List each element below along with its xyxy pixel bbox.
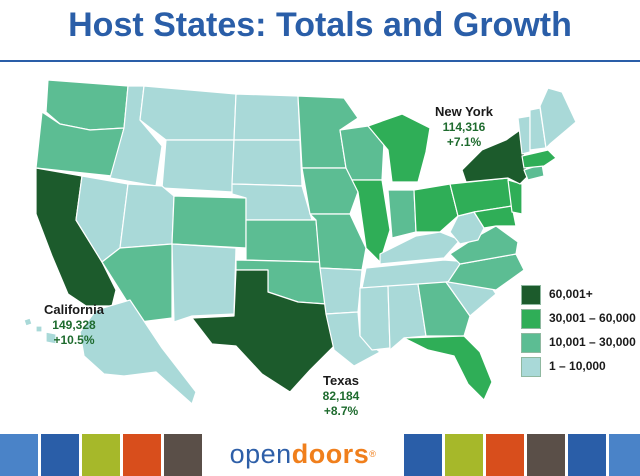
footer-block xyxy=(41,434,79,476)
footer-block xyxy=(486,434,524,476)
callout-total: 149,328 xyxy=(52,318,96,332)
callout-growth: +8.7% xyxy=(323,404,359,418)
state-arkansas[interactable] xyxy=(319,267,363,315)
callout-name: New York xyxy=(434,104,494,119)
legend-label: 60,001+ xyxy=(549,287,593,301)
opendoors-logo: opendoors® xyxy=(205,434,401,476)
state-alabama[interactable] xyxy=(387,283,427,351)
state-mississippi[interactable] xyxy=(359,285,391,351)
state-hawaii[interactable] xyxy=(23,317,57,345)
state-louisiana[interactable] xyxy=(325,311,381,367)
footer-block xyxy=(445,434,483,476)
state-new-mexico[interactable] xyxy=(171,243,237,323)
callout-total: 114,316 xyxy=(442,120,486,134)
callout-growth: +10.5% xyxy=(53,333,95,347)
state-montana[interactable] xyxy=(139,85,237,141)
legend-swatch xyxy=(521,309,541,329)
footer-band: opendoors® xyxy=(0,434,640,476)
logo-text-doors: doors xyxy=(291,439,370,469)
state-massachusetts[interactable] xyxy=(521,149,557,169)
page-title: Host States: Totals and Growth xyxy=(68,6,572,44)
footer-block xyxy=(82,434,120,476)
callout-new-york: New York 114,316 +7.1% xyxy=(414,104,514,150)
legend-swatch xyxy=(521,285,541,305)
state-wyoming[interactable] xyxy=(161,139,235,193)
footer-block xyxy=(123,434,161,476)
state-florida[interactable] xyxy=(403,335,493,401)
state-indiana[interactable] xyxy=(387,189,417,239)
logo-registered-mark: ® xyxy=(369,449,377,459)
legend-swatch xyxy=(521,333,541,353)
callout-name: California xyxy=(44,302,104,317)
us-map xyxy=(23,79,577,405)
footer-block xyxy=(568,434,606,476)
state-maine[interactable] xyxy=(539,87,577,149)
legend-swatch xyxy=(521,357,541,377)
logo-text-open: open xyxy=(229,439,292,469)
state-ohio[interactable] xyxy=(413,183,459,233)
footer-block xyxy=(0,434,38,476)
state-iowa[interactable] xyxy=(301,167,359,215)
state-maryland[interactable] xyxy=(473,205,517,229)
footer-block xyxy=(404,434,442,476)
callout-name: Texas xyxy=(323,373,359,388)
callout-texas: Texas 82,184 +8.7% xyxy=(296,373,386,419)
legend-label: 10,001 – 30,000 xyxy=(549,335,636,349)
state-kansas[interactable] xyxy=(245,219,321,263)
state-michigan[interactable] xyxy=(367,113,431,183)
callout-growth: +7.1% xyxy=(446,135,482,149)
state-north-dakota[interactable] xyxy=(233,93,301,141)
callout-total: 82,184 xyxy=(322,389,360,403)
state-alaska[interactable] xyxy=(79,299,197,405)
footer-block xyxy=(609,434,640,476)
state-texas[interactable] xyxy=(191,269,337,393)
footer-block xyxy=(527,434,565,476)
legend-label: 30,001 – 60,000 xyxy=(549,311,636,325)
callout-california: California 149,328 +10.5% xyxy=(24,302,124,348)
footer-block xyxy=(164,434,202,476)
state-georgia[interactable] xyxy=(417,281,471,337)
state-colorado[interactable] xyxy=(171,195,247,249)
state-arizona[interactable] xyxy=(101,243,173,323)
state-utah[interactable] xyxy=(119,183,175,249)
state-vermont[interactable] xyxy=(517,115,531,155)
legend-label: 1 – 10,000 xyxy=(549,359,606,373)
state-south-dakota[interactable] xyxy=(231,139,303,187)
title-divider xyxy=(0,60,640,62)
